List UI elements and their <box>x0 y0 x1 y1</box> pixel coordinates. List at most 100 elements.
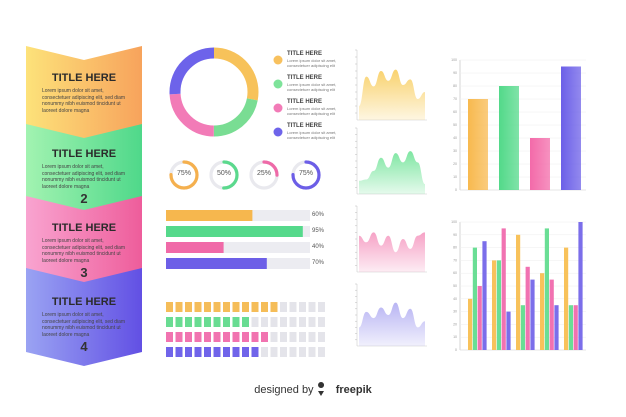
segment-4-12 <box>270 347 278 357</box>
segment-1-17 <box>318 302 325 312</box>
progress-label-4: 70% <box>312 260 325 266</box>
legend-dot-3 <box>273 103 283 113</box>
segment-1-9 <box>242 302 249 312</box>
ring-arc-1 <box>169 160 199 190</box>
gbar-tick-label: 0 <box>455 348 457 352</box>
area-charts <box>355 49 427 347</box>
donut-legend-dots <box>273 55 283 137</box>
gbar-E-3 <box>573 305 578 350</box>
step-body-1: Lorem ipsum dolor sit amet, consectetuer… <box>42 88 126 114</box>
bar-B <box>499 86 519 190</box>
gbar-A-4 <box>482 241 487 350</box>
progress-fill-2 <box>166 226 303 237</box>
segment-1-12 <box>270 302 278 312</box>
segment-4-11 <box>261 347 268 357</box>
step-number-4: 4 <box>80 339 88 354</box>
bar-tick-label: 100 <box>451 58 457 62</box>
segment-3-3 <box>185 332 192 342</box>
segment-3-15 <box>299 332 306 342</box>
segment-3-4 <box>194 332 202 342</box>
gbar-tick-label: 40 <box>453 297 457 301</box>
bar-tick-label: 20 <box>453 162 457 166</box>
donut-slice-2 <box>169 47 259 137</box>
segment-3-17 <box>318 332 325 342</box>
bar-tick-label: 10 <box>453 175 457 179</box>
legend-dot-2 <box>273 79 283 89</box>
area-fill-1 <box>359 69 425 120</box>
gbar-tick-label: 100 <box>451 220 457 224</box>
segment-4-1 <box>166 347 173 357</box>
step-title-2: TITLE HERE <box>51 148 117 160</box>
ring-arc-4 <box>291 160 321 190</box>
ring-label-4: 75% <box>298 170 313 177</box>
gbar-E-2 <box>568 305 573 350</box>
segment-1-15 <box>299 302 306 312</box>
freepik-logo-icon <box>318 382 325 396</box>
bar-A <box>468 99 488 190</box>
segment-3-11 <box>261 332 268 342</box>
segment-3-2 <box>175 332 183 342</box>
progress-label-1: 60% <box>312 212 325 218</box>
gbar-tick-label: 30 <box>453 310 457 314</box>
ring-label-1: 75% <box>176 170 191 177</box>
gbar-tick-label: 60 <box>453 271 457 275</box>
segment-1-7 <box>223 302 230 312</box>
step-title-3: TITLE HERE <box>51 222 117 234</box>
legend-text-3: Lorem ipsum dolor sit amet, consectetuer… <box>287 106 337 116</box>
segment-4-6 <box>213 347 221 357</box>
progress-bars <box>166 210 310 269</box>
segment-1-6 <box>213 302 221 312</box>
segment-2-8 <box>232 317 240 327</box>
footer-brand: freepik <box>335 384 372 396</box>
segment-3-1 <box>166 332 173 342</box>
step-chevron-1 <box>26 46 142 142</box>
area-chart-3 <box>355 205 427 273</box>
segment-4-14 <box>289 347 297 357</box>
step-chevron-2 <box>26 124 142 214</box>
bar-tick-label: 90 <box>453 71 457 75</box>
footer-text: designed by <box>254 384 314 396</box>
area-fill-2 <box>359 151 425 194</box>
progress-fill-4 <box>166 258 267 269</box>
segment-2-11 <box>261 317 268 327</box>
grouped-bar-chart: 0 10 20 30 40 50 60 70 80 90 100 <box>451 220 586 352</box>
segment-bars <box>166 302 325 357</box>
area-fill-3 <box>359 232 425 272</box>
ring-label-3: 25% <box>256 170 271 177</box>
gbar-B-4 <box>506 311 511 350</box>
bar-tick-label: 60 <box>453 110 457 114</box>
segment-2-3 <box>185 317 192 327</box>
area-fill-4 <box>359 302 425 346</box>
step-chevron-4 <box>26 268 142 366</box>
segment-3-9 <box>242 332 249 342</box>
gbar-D-3 <box>549 279 554 350</box>
gbar-C-4 <box>530 279 535 350</box>
ring-arc-2 <box>209 160 239 190</box>
progress-label-3: 40% <box>312 244 325 250</box>
progress-label-2: 95% <box>312 228 325 234</box>
gbar-D-2 <box>544 228 549 350</box>
segment-4-16 <box>308 347 316 357</box>
segment-4-3 <box>185 347 192 357</box>
segment-3-6 <box>213 332 221 342</box>
step-body-4: Lorem ipsum dolor sit amet, consectetuer… <box>42 312 126 338</box>
bar-tick-label: 70 <box>453 97 457 101</box>
progress-fill-1 <box>166 210 253 221</box>
step-title-4: TITLE HERE <box>51 296 117 308</box>
donut-chart <box>169 47 259 137</box>
steps-chevron-stack <box>26 46 142 366</box>
segment-2-7 <box>223 317 230 327</box>
legend-text-1: Lorem ipsum dolor sit amet, consectetuer… <box>287 58 337 68</box>
segment-2-5 <box>204 317 211 327</box>
segment-4-17 <box>318 347 325 357</box>
segment-4-4 <box>194 347 202 357</box>
legend-title-3: TITLE HERE <box>287 99 323 105</box>
segment-3-7 <box>223 332 230 342</box>
segment-1-5 <box>204 302 211 312</box>
legend-dot-1 <box>273 55 283 65</box>
gbar-C-2 <box>520 305 525 350</box>
bar-tick-label: 30 <box>453 149 457 153</box>
segment-1-10 <box>251 302 259 312</box>
gbar-E-1 <box>564 247 569 350</box>
segment-1-11 <box>261 302 268 312</box>
